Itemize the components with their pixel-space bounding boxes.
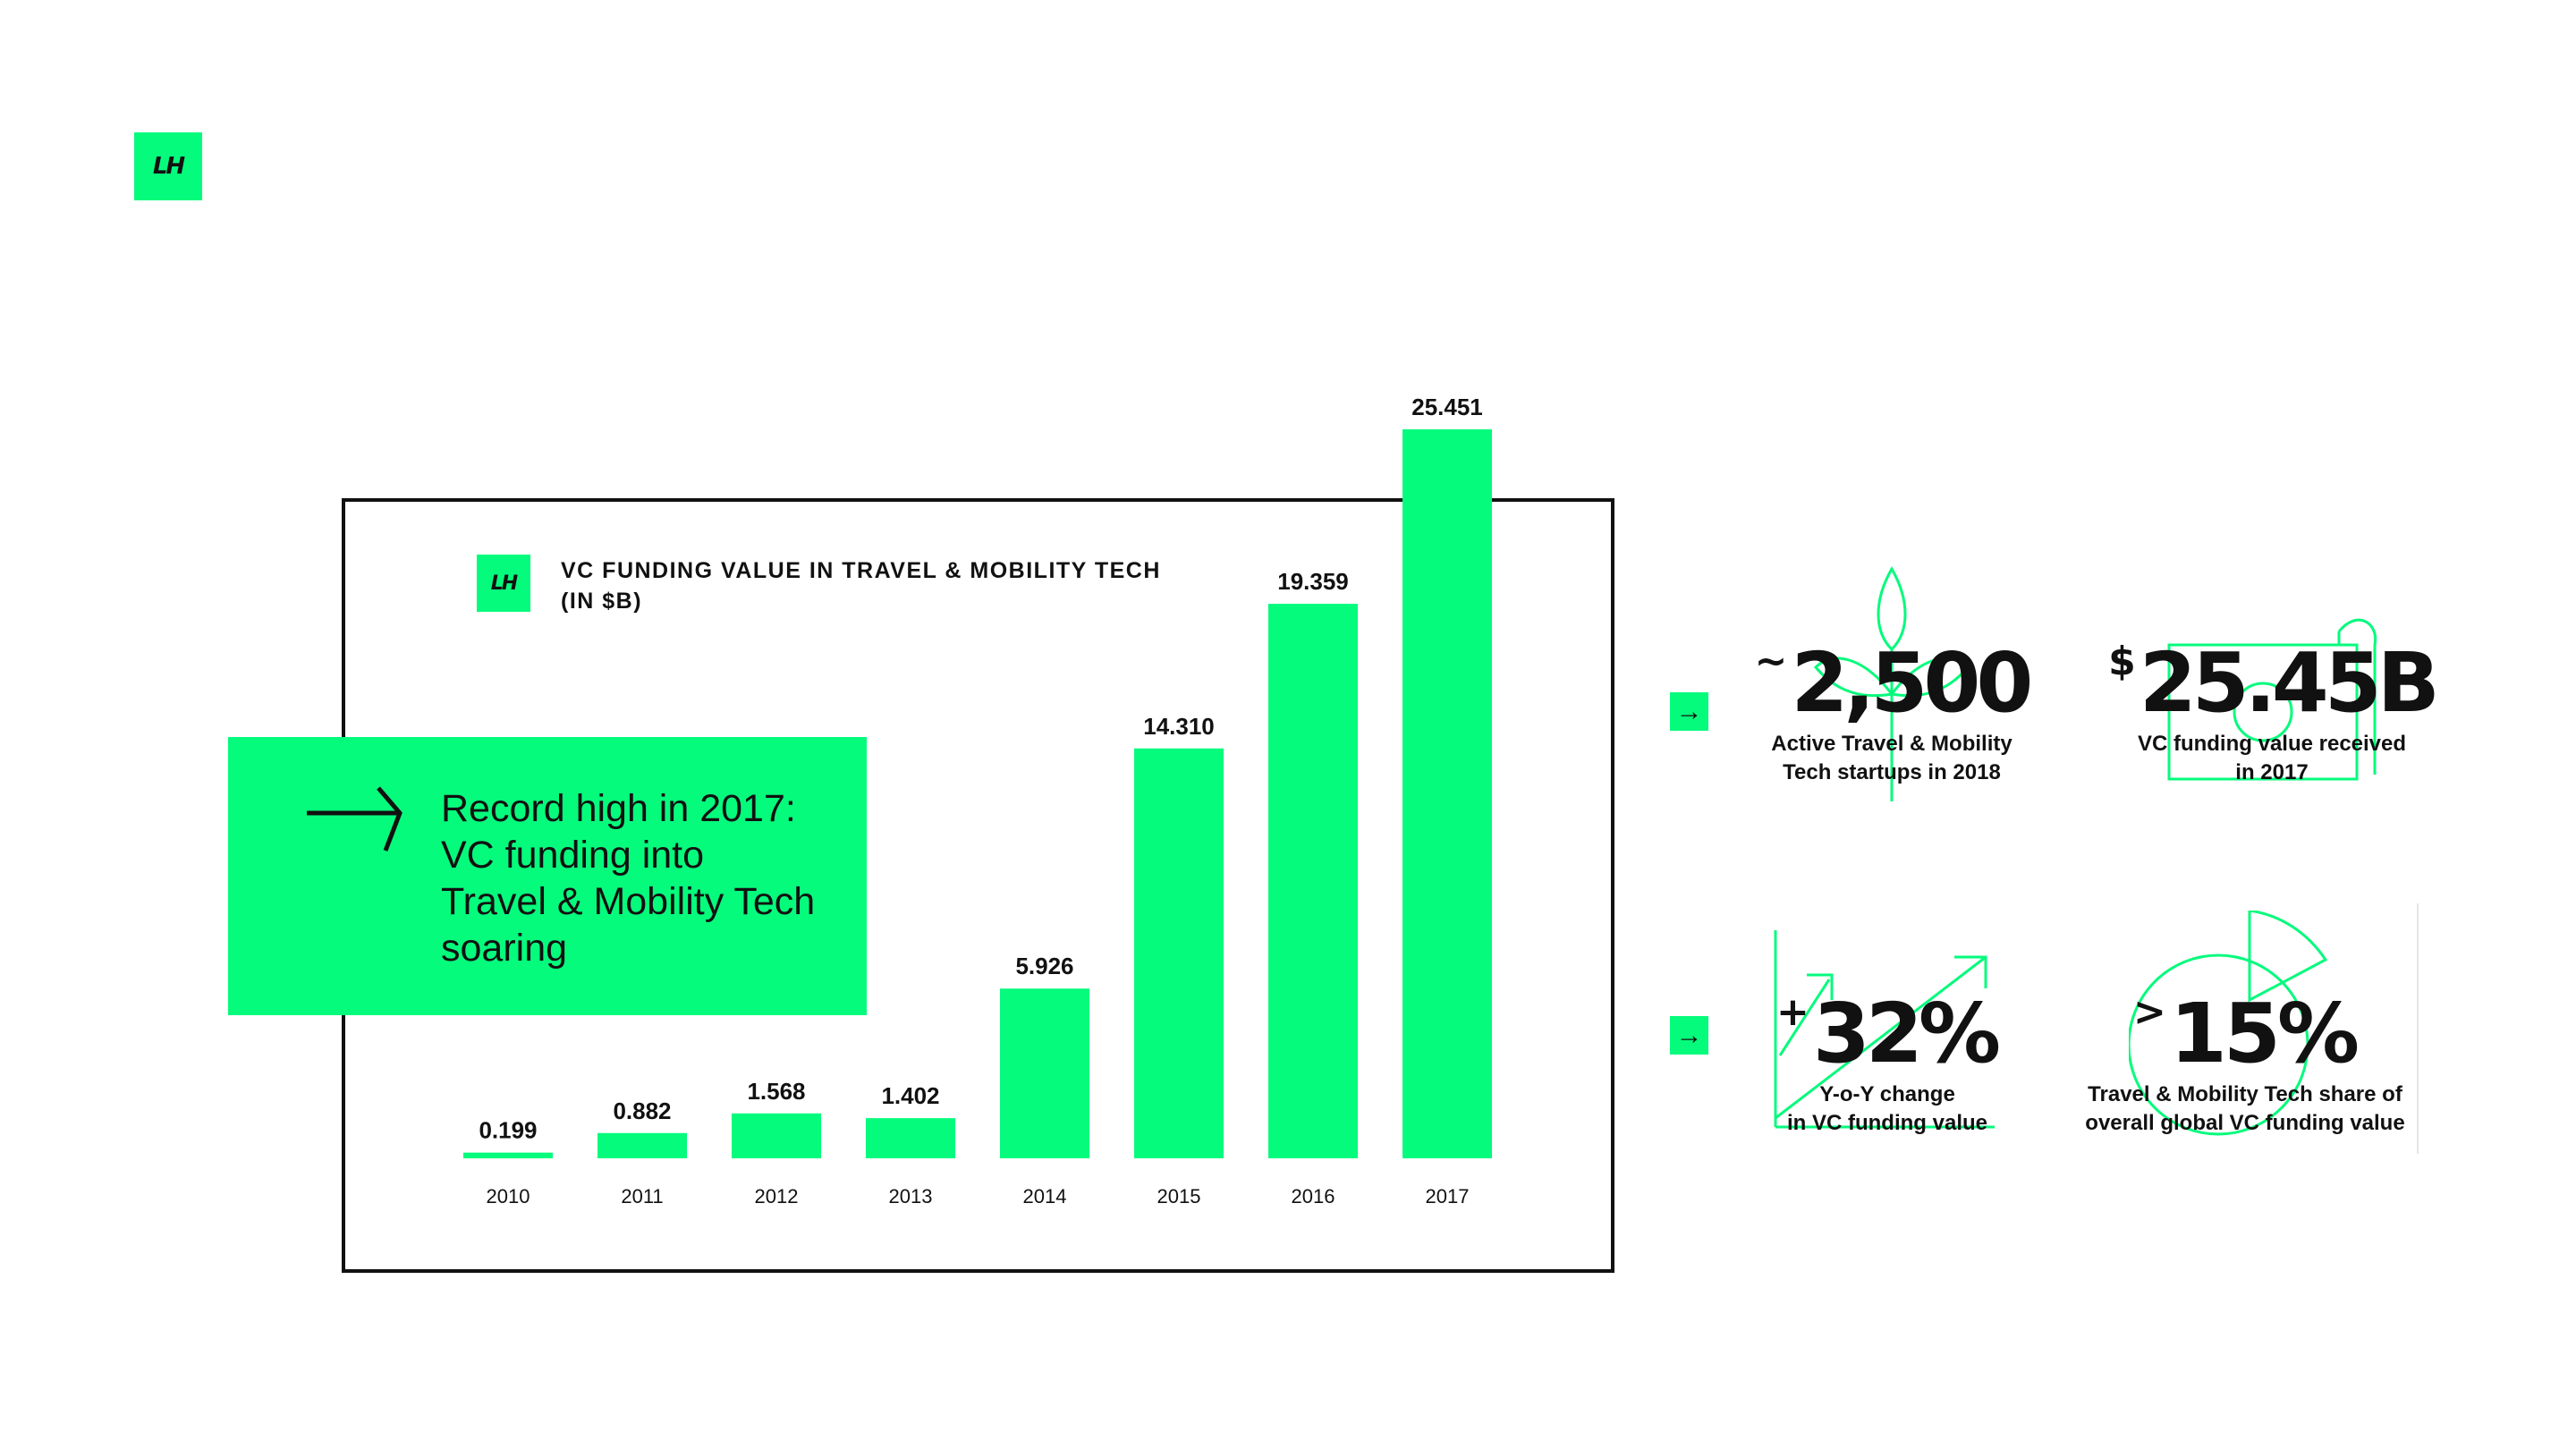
stat-startups: ~2,500 Active Travel & Mobility Tech sta… [1753,565,2034,801]
plant-sprout-icon [1813,565,1970,801]
money-icon [2167,618,2377,781]
arrow-right-icon: → [1670,1016,1708,1055]
data-label-2017: 25.451 [1411,394,1483,420]
growth-arrows-icon [1774,930,1995,1129]
stat-suffix: % [2276,986,2360,1081]
stat-prefix: > [2132,989,2166,1035]
stat-suffix: % [1918,986,2001,1081]
stat-number: 32 [1812,986,1923,1081]
arrow-right-icon: → [1670,692,1708,731]
stat-number: 15 [2169,986,2281,1081]
stat-yoy-change: +32% Y-o-Y change in VC funding value [1753,930,2021,1138]
stat-number: 2,500 [1791,635,2033,731]
divider [2417,903,2419,1154]
stat-share: >15% Travel & Mobility Tech share of ove… [2057,911,2433,1138]
callout-text: Record high in 2017: VC funding into Tra… [441,787,816,970]
pie-chart-icon [2129,911,2328,1136]
brand-logo: LH [134,132,202,200]
stat-label: Active Travel & Mobility Tech startups i… [1771,732,2012,784]
stat-prefix: + [1775,989,1809,1035]
chart-title: VC FUNDING VALUE IN TRAVEL & MOBILITY TE… [561,558,1161,614]
stat-funding: $25.45B VC funding value received in 201… [2102,618,2442,787]
stat-value: $25.45B [2102,642,2442,724]
stat-label: Y-o-Y change in VC funding value [1786,1082,1987,1135]
stat-label: Travel & Mobility Tech share of overall … [2085,1082,2405,1135]
stat-number: 25.45B [2139,635,2440,731]
stat-value: ~2,500 [1753,639,2034,724]
callout-box: Record high in 2017: VC funding into Tra… [228,737,867,1015]
long-arrow-right-icon [307,786,402,852]
stat-value: +32% [1753,993,2021,1075]
chart-logo: LH [477,555,530,612]
stat-prefix: $ [2108,639,2136,684]
stat-prefix: ~ [1754,639,1788,684]
chart-logo-text: LH [490,572,518,595]
stat-label: VC funding value received in 2017 [2137,732,2407,784]
stat-value: >15% [2057,993,2433,1075]
brand-logo-text: LH [152,153,185,180]
